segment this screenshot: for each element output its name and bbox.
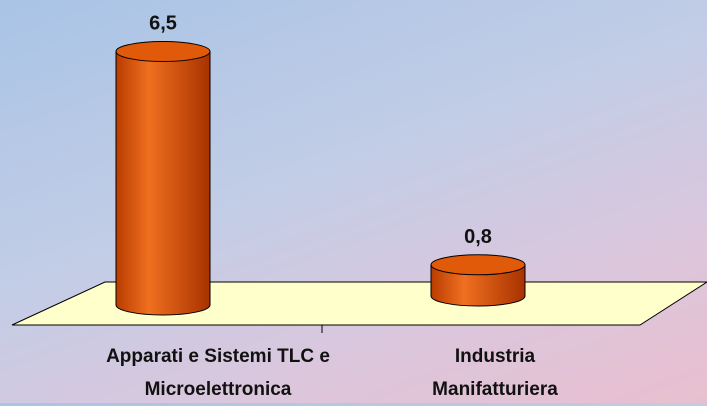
cylinder-top (115, 41, 211, 62)
value-label: 6,5 (149, 13, 177, 35)
cylinder-top (430, 254, 526, 276)
value-label: 0,8 (464, 226, 492, 248)
x-tick-label: Industria Manifatturiera (432, 346, 558, 400)
cylinder-body (115, 51, 211, 316)
x-tick-label: Apparati e Sistemi TLC e Microelettronic… (106, 346, 330, 400)
cylinder-body (430, 264, 526, 307)
